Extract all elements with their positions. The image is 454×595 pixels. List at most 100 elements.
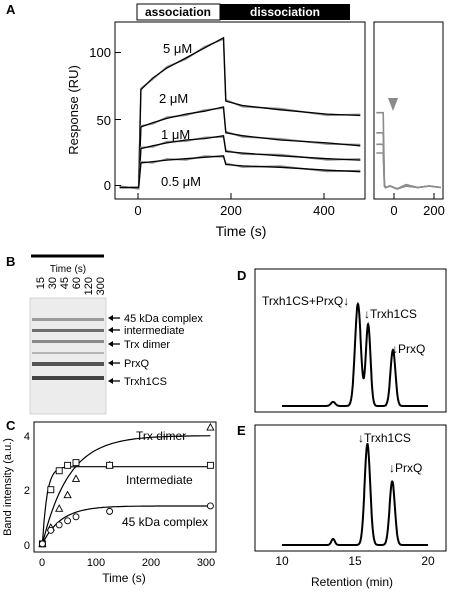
c-ytick-2: 2 — [24, 485, 30, 497]
panel-a-traces — [119, 36, 361, 190]
band-arrowhead-prxq — [108, 360, 113, 366]
c-xtick-100: 100 — [87, 557, 105, 569]
series-label-trx-dimer: Trx dimer — [136, 429, 186, 443]
point-circle-120 — [106, 507, 114, 515]
series-label-45kda: 45 kDa complex — [122, 515, 208, 529]
sensorgram-fit-2 — [119, 134, 361, 189]
conc-label-0-5um: 0.5 μM — [161, 174, 201, 189]
lane-label-300: 300 — [95, 277, 107, 295]
panel-letter-e: E — [237, 423, 246, 438]
a-ytick-0: 0 — [104, 178, 111, 193]
band-label-prxq: PrxQ — [124, 358, 150, 370]
panel-a-inset-frame — [373, 21, 444, 200]
point-circle-30 — [55, 521, 63, 529]
gel-bands — [32, 318, 104, 380]
panel-a-xlabel: Time (s) — [216, 223, 267, 239]
chromatogram-e-line — [282, 443, 428, 546]
panel-a-ylabel: Response (RU) — [66, 65, 81, 155]
gel-image — [29, 297, 107, 415]
panel-e-xlabel: Retention (min) — [311, 575, 393, 589]
panel-c-plot — [38, 422, 215, 548]
conc-label-2um: 2 μM — [159, 91, 188, 106]
point-square-30 — [55, 467, 63, 475]
lane-label-60: 60 — [71, 277, 83, 289]
point-circle-60 — [72, 513, 80, 521]
e-xtick-15: 15 — [348, 554, 362, 568]
sensorgram-fit-3 — [119, 155, 361, 189]
sensorgram-raw-1 — [119, 107, 361, 190]
gel-band-trx-dimer — [32, 340, 104, 343]
inset-arrowhead-marker — [388, 98, 398, 111]
e-peak-label-prxq: ↓PrxQ — [389, 461, 422, 475]
a-inset-xtick-200: 200 — [423, 203, 445, 218]
panel-a-yticks: 0 50 100 — [89, 45, 121, 193]
gel-band-45kda — [32, 318, 104, 321]
inset-trace-2 — [376, 143, 441, 190]
e-xtick-20: 20 — [421, 554, 435, 568]
lane-label-30: 30 — [47, 277, 59, 289]
point-square-15 — [47, 486, 55, 494]
dissociation-banner — [220, 4, 350, 20]
lane-label-15: 15 — [35, 277, 47, 289]
panel-letter-d: D — [237, 268, 246, 283]
a-xtick-0: 0 — [134, 203, 141, 218]
sensorgram-raw-3 — [119, 155, 361, 190]
fit-curve-triangle — [41, 435, 211, 545]
point-triangle-45 — [63, 490, 72, 499]
a-xtick-200: 200 — [220, 203, 242, 218]
dissociation-label: dissociation — [250, 5, 320, 19]
panel-letter-a: A — [6, 2, 16, 17]
d-peak-label-prxq: ↓PrxQ — [392, 342, 425, 356]
gel-band-annotations: 45 kDa complex intermediate Trx dimer Pr… — [108, 313, 203, 388]
gel-band-trxh1cs — [32, 376, 104, 380]
chromatogram-d-line — [282, 302, 428, 407]
sensorgram-fit-1 — [119, 106, 361, 189]
point-circle-45 — [64, 517, 72, 525]
sensorgram-raw-2 — [119, 136, 361, 190]
panel-c-frame — [33, 421, 217, 553]
gel-lane-labels: 15 30 45 60 120 300 — [35, 277, 107, 295]
point-circle-300 — [206, 502, 214, 510]
gel-band-intermediate — [32, 329, 104, 332]
panel-c-xticks: 0 100 200 300 — [39, 557, 215, 569]
conc-label-5um: 5 μM — [163, 41, 192, 56]
c-ytick-0: 0 — [24, 540, 30, 552]
gel-band-faint — [32, 352, 104, 354]
inset-trace-1 — [376, 132, 441, 190]
inset-trace-3 — [376, 152, 441, 190]
a-xtick-400: 400 — [313, 203, 335, 218]
fit-curve-circle — [41, 505, 211, 545]
gel-time-label: Time (s) — [50, 264, 86, 275]
panel-a-concentration-labels: 5 μM 2 μM 1 μM 0.5 μM — [159, 41, 201, 189]
e-xtick-10: 10 — [275, 554, 289, 568]
a-inset-xtick-0: 0 — [390, 203, 397, 218]
band-arrowhead-trxh1cs — [108, 378, 113, 384]
band-arrowhead-trx-dimer — [108, 341, 113, 347]
c-ytick-4: 4 — [24, 431, 30, 443]
point-circle-0 — [38, 540, 46, 548]
band-label-trx-dimer: Trx dimer — [124, 339, 170, 351]
point-triangle-60 — [71, 474, 81, 482]
sensorgram-fit-0 — [119, 36, 361, 189]
panel-c-yticks: 0 2 4 — [24, 431, 30, 552]
panel-c-ylabel: Band intensity (a.u.) — [2, 438, 14, 536]
a-ytick-50: 50 — [97, 113, 111, 128]
band-label-intermediate: intermediate — [124, 325, 185, 337]
point-circle-15 — [47, 526, 55, 534]
panel-e-xticks: 10 15 20 — [275, 554, 435, 568]
panel-c-xlabel: Time (s) — [102, 571, 146, 585]
sensorgram-raw-0 — [119, 37, 361, 190]
panel-a-inset-traces — [376, 111, 441, 190]
panel-letter-c: C — [6, 418, 16, 433]
panel-letter-b: B — [6, 254, 15, 269]
e-peak-label-trx: ↓Trxh1CS — [358, 431, 411, 445]
association-label: association — [145, 5, 211, 19]
band-arrowhead-45kda — [108, 315, 113, 321]
band-label-45kda: 45 kDa complex — [124, 313, 203, 325]
point-triangle-300 — [206, 422, 215, 431]
series-label-intermediate: Intermediate — [126, 473, 193, 487]
gel-band-prxq — [32, 362, 104, 366]
c-xtick-200: 200 — [142, 557, 160, 569]
lane-label-120: 120 — [83, 277, 95, 295]
